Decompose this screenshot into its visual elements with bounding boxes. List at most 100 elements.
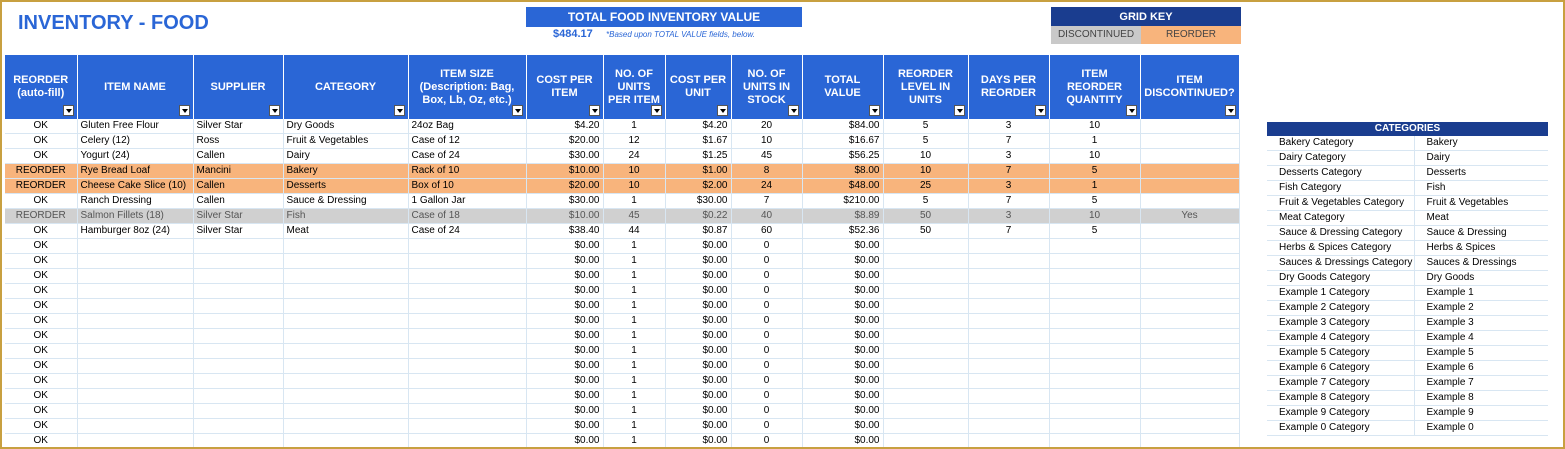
- cell-reorder-level[interactable]: [883, 283, 969, 299]
- cell-units-per-item[interactable]: 1: [603, 119, 666, 134]
- cell-days-per-reorder[interactable]: [968, 373, 1050, 389]
- cell-category[interactable]: Sauce & Dressing: [283, 193, 409, 209]
- cell-item-size[interactable]: [408, 253, 527, 269]
- cell-cost-per-item[interactable]: $0.00: [526, 403, 604, 419]
- cell-reorder-quantity[interactable]: [1049, 403, 1141, 419]
- cell-reorder-level[interactable]: 5: [883, 119, 969, 134]
- cell-item-discontinued[interactable]: [1140, 388, 1240, 404]
- cell-item-size[interactable]: Box of 10: [408, 178, 527, 194]
- cell-category[interactable]: [283, 373, 409, 389]
- cell-days-per-reorder[interactable]: [968, 418, 1050, 434]
- cell-item-name[interactable]: Cheese Cake Slice (10): [77, 178, 194, 194]
- cell-item-size[interactable]: [408, 403, 527, 419]
- cell-units-per-item[interactable]: 1: [603, 238, 666, 254]
- cell-item-size[interactable]: [408, 313, 527, 329]
- cell-supplier[interactable]: [193, 268, 284, 284]
- cell-supplier[interactable]: Ross: [193, 133, 284, 149]
- category-value[interactable]: Fish: [1414, 180, 1548, 196]
- cell-reorder-quantity[interactable]: [1049, 253, 1141, 269]
- cell-reorder[interactable]: OK: [5, 328, 78, 344]
- category-value[interactable]: Example 4: [1414, 330, 1548, 346]
- filter-dropdown-icon[interactable]: [1034, 105, 1046, 116]
- cell-reorder-quantity[interactable]: 10: [1049, 119, 1141, 134]
- cell-item-size[interactable]: [408, 298, 527, 314]
- cell-reorder[interactable]: OK: [5, 238, 78, 254]
- cell-supplier[interactable]: [193, 253, 284, 269]
- cell-units-per-item[interactable]: 1: [603, 388, 666, 404]
- filter-dropdown-icon[interactable]: [1125, 105, 1137, 116]
- cell-item-size[interactable]: Case of 18: [408, 208, 527, 224]
- category-value[interactable]: Fruit & Vegetables: [1414, 195, 1548, 211]
- cell-item-name[interactable]: Gluten Free Flour: [77, 119, 194, 134]
- cell-units-per-item[interactable]: 1: [603, 418, 666, 434]
- filter-dropdown-icon[interactable]: [716, 105, 728, 116]
- cell-days-per-reorder[interactable]: [968, 268, 1050, 284]
- cell-category[interactable]: [283, 343, 409, 359]
- cell-item-discontinued[interactable]: Yes: [1140, 208, 1240, 224]
- cell-days-per-reorder[interactable]: [968, 313, 1050, 329]
- cell-item-discontinued[interactable]: [1140, 283, 1240, 299]
- category-key[interactable]: Fruit & Vegetables Category: [1267, 195, 1415, 211]
- category-value[interactable]: Dairy: [1414, 150, 1548, 166]
- cell-item-name[interactable]: [77, 328, 194, 344]
- cell-item-size[interactable]: [408, 418, 527, 434]
- cell-item-name[interactable]: [77, 388, 194, 404]
- cell-total-value[interactable]: $0.00: [802, 403, 884, 419]
- filter-dropdown-icon[interactable]: [1224, 105, 1236, 116]
- category-key[interactable]: Dry Goods Category: [1267, 270, 1415, 286]
- cell-category[interactable]: [283, 403, 409, 419]
- cell-units-per-item[interactable]: 1: [603, 298, 666, 314]
- cell-units-in-stock[interactable]: 0: [731, 433, 803, 447]
- cell-reorder-quantity[interactable]: [1049, 328, 1141, 344]
- cell-item-name[interactable]: [77, 313, 194, 329]
- cell-days-per-reorder[interactable]: 7: [968, 223, 1050, 239]
- cell-item-name[interactable]: [77, 418, 194, 434]
- cell-reorder-level[interactable]: [883, 388, 969, 404]
- cell-total-value[interactable]: $0.00: [802, 283, 884, 299]
- cell-units-in-stock[interactable]: 0: [731, 268, 803, 284]
- cell-category[interactable]: [283, 358, 409, 374]
- cell-item-discontinued[interactable]: [1140, 328, 1240, 344]
- cell-reorder-level[interactable]: [883, 343, 969, 359]
- cell-item-size[interactable]: Rack of 10: [408, 163, 527, 179]
- cell-supplier[interactable]: [193, 298, 284, 314]
- cell-total-value[interactable]: $0.00: [802, 343, 884, 359]
- cell-reorder[interactable]: OK: [5, 148, 78, 164]
- cell-cost-per-item[interactable]: $30.00: [526, 193, 604, 209]
- cell-cost-per-unit[interactable]: $0.00: [665, 283, 732, 299]
- cell-reorder[interactable]: OK: [5, 418, 78, 434]
- cell-units-in-stock[interactable]: 20: [731, 119, 803, 134]
- cell-reorder-level[interactable]: 50: [883, 208, 969, 224]
- cell-item-size[interactable]: [408, 358, 527, 374]
- cell-item-size[interactable]: Case of 24: [408, 223, 527, 239]
- cell-item-name[interactable]: [77, 298, 194, 314]
- cell-supplier[interactable]: [193, 403, 284, 419]
- cell-item-name[interactable]: [77, 343, 194, 359]
- cell-supplier[interactable]: Silver Star: [193, 223, 284, 239]
- cell-cost-per-item[interactable]: $0.00: [526, 298, 604, 314]
- category-value[interactable]: Desserts: [1414, 165, 1548, 181]
- category-value[interactable]: Herbs & Spices: [1414, 240, 1548, 256]
- cell-units-per-item[interactable]: 1: [603, 313, 666, 329]
- cell-days-per-reorder[interactable]: [968, 403, 1050, 419]
- cell-item-discontinued[interactable]: [1140, 433, 1240, 447]
- category-key[interactable]: Dairy Category: [1267, 150, 1415, 166]
- cell-category[interactable]: Bakery: [283, 163, 409, 179]
- cell-reorder-quantity[interactable]: [1049, 298, 1141, 314]
- category-key[interactable]: Fish Category: [1267, 180, 1415, 196]
- cell-cost-per-item[interactable]: $0.00: [526, 343, 604, 359]
- cell-reorder-level[interactable]: 5: [883, 133, 969, 149]
- cell-cost-per-item[interactable]: $0.00: [526, 433, 604, 447]
- cell-days-per-reorder[interactable]: 3: [968, 148, 1050, 164]
- filter-dropdown-icon[interactable]: [650, 105, 662, 116]
- category-value[interactable]: Sauce & Dressing: [1414, 225, 1548, 241]
- cell-item-name[interactable]: Ranch Dressing: [77, 193, 194, 209]
- filter-dropdown-icon[interactable]: [178, 105, 190, 116]
- cell-item-discontinued[interactable]: [1140, 133, 1240, 149]
- cell-reorder-level[interactable]: [883, 418, 969, 434]
- cell-item-discontinued[interactable]: [1140, 373, 1240, 389]
- cell-reorder-quantity[interactable]: [1049, 283, 1141, 299]
- cell-total-value[interactable]: $0.00: [802, 433, 884, 447]
- cell-item-name[interactable]: [77, 268, 194, 284]
- cell-units-in-stock[interactable]: 0: [731, 373, 803, 389]
